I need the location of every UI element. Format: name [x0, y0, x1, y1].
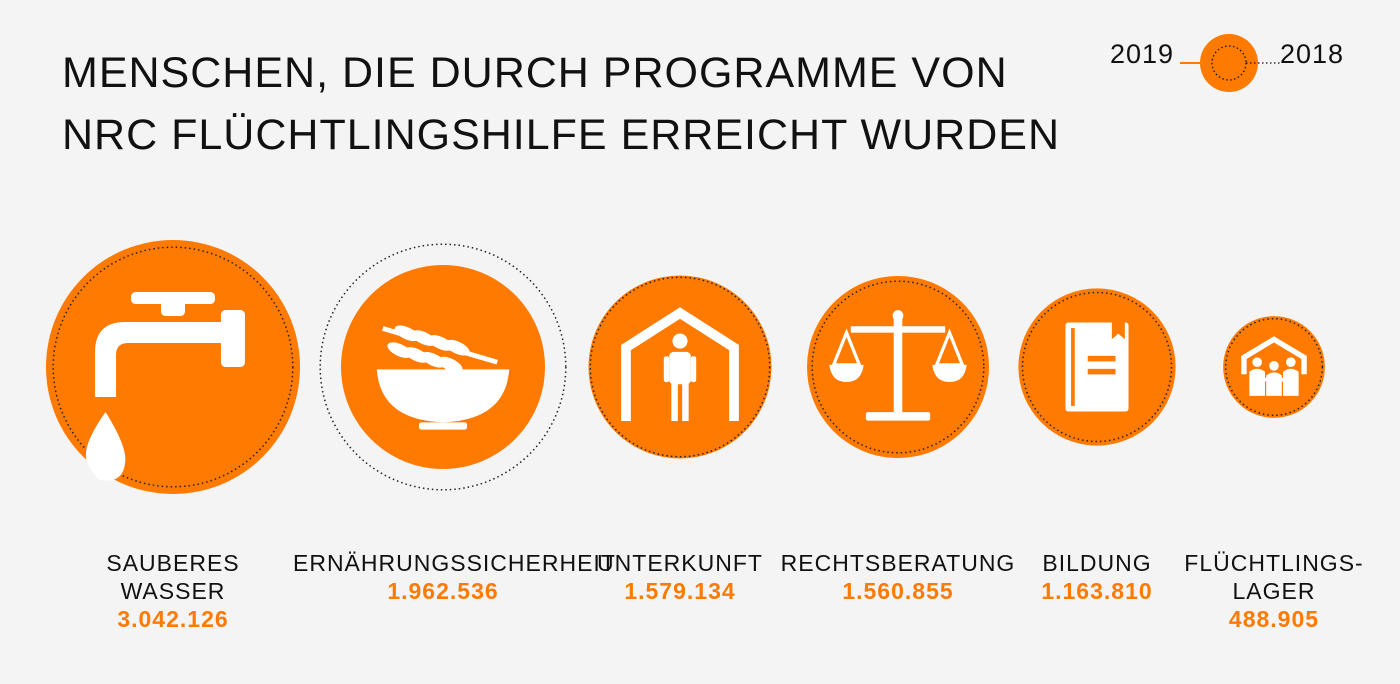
bubble-1: [46, 240, 300, 494]
ring-2018-2: [319, 243, 567, 491]
bubble-2: [319, 243, 567, 491]
ring-2018-4: [811, 280, 985, 454]
category-name: LAGER: [1232, 578, 1316, 604]
legend-label-2018: 2018: [1280, 39, 1345, 69]
data-label: 1.579.134: [624, 578, 736, 604]
category-label-5: BILDUNG 1.163.810: [947, 549, 1247, 605]
data-label: 488.905: [1228, 606, 1320, 632]
category-label-6: FLÜCHTLINGS- LAGER 488.905: [1124, 549, 1400, 633]
legend: 2019 2018: [1100, 25, 1370, 105]
legend-label-2019: 2019: [1110, 39, 1175, 69]
category-name: BILDUNG: [1042, 550, 1152, 576]
camp-family-icon: [1241, 336, 1307, 396]
data-label: 1.560.855: [842, 578, 954, 604]
data-label: 1.962.536: [387, 578, 499, 604]
ring-2018-6: [1224, 317, 1324, 417]
ring-2018-3: [589, 276, 771, 458]
bubble-5: [1018, 288, 1176, 446]
water-tap-icon: [85, 292, 245, 481]
category-name: UNTERKUNFT: [597, 550, 763, 576]
data-label: 3.042.126: [117, 606, 229, 632]
ring-2018-1: [52, 246, 294, 488]
chart-title-line-2: NRC FLÜCHTLINGSHILFE ERREICHT WURDEN: [62, 111, 1060, 159]
grain-bowl-icon: [376, 325, 510, 430]
category-label-4: RECHTSBERATUNG 1.560.855: [748, 549, 1048, 605]
bubble-6: [1223, 316, 1325, 418]
category-name: SAUBERES: [106, 550, 240, 576]
bubble-3: [588, 275, 772, 459]
ring-2018-5: [1021, 291, 1173, 443]
category-name: WASSER: [120, 578, 226, 604]
category-label-2: ERNÄHRUNGSSICHERHEIT 1.962.536: [293, 549, 616, 605]
legend-key-graphic: [1180, 34, 1280, 92]
bubble-2019-1: [46, 240, 300, 494]
legend-filled-circle: [1200, 34, 1258, 92]
bubble-4: [807, 276, 989, 458]
category-name: ERNÄHRUNGSSICHERHEIT: [293, 550, 616, 576]
category-label-3: UNTERKUNFT 1.579.134: [530, 549, 830, 605]
book-icon: [1065, 322, 1129, 412]
category-name: RECHTSBERATUNG: [780, 550, 1016, 576]
data-label: 1.163.810: [1041, 578, 1153, 604]
shelter-person-icon: [621, 307, 739, 422]
scales-icon: [829, 310, 967, 421]
category-name: FLÜCHTLINGS-: [1184, 550, 1364, 576]
category-label-1: SAUBERES WASSER 3.042.126: [23, 549, 323, 633]
chart-title: MENSCHEN, DIE DURCH PROGRAMME VON NRC FL…: [62, 42, 1062, 166]
chart-title-line-1: MENSCHEN, DIE DURCH PROGRAMME VON: [62, 49, 1008, 97]
